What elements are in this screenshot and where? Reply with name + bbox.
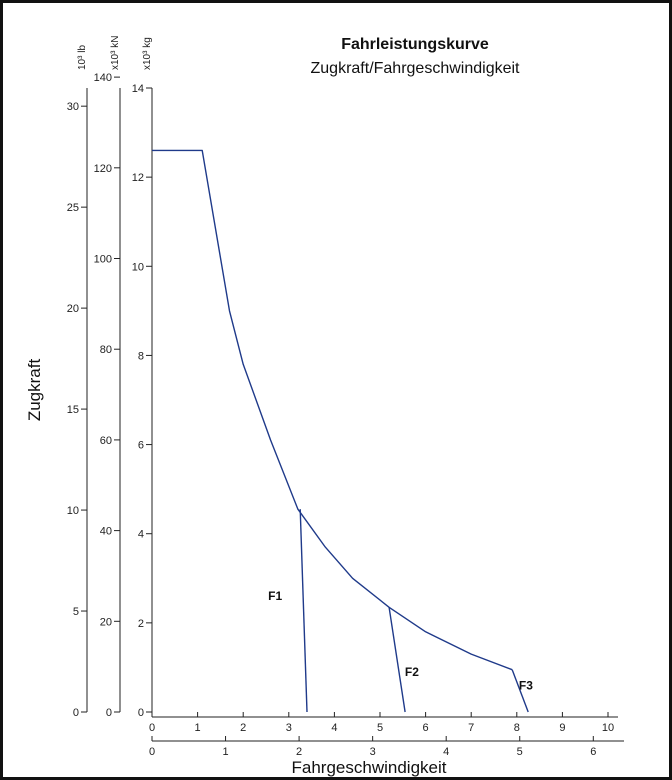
x-tick-label: 10 <box>602 722 614 734</box>
y-axis-unit-label: 10³ lb <box>77 45 88 70</box>
x-tick-label: 8 <box>514 722 520 734</box>
x-tick-label: 6 <box>590 746 596 758</box>
chart-subtitle: Zugkraft/Fahrgeschwindigkeit <box>311 60 521 77</box>
x-tick-label: 1 <box>222 746 228 758</box>
x-tick-label: 4 <box>331 722 337 734</box>
x-tick-label: 3 <box>286 722 292 734</box>
y-axis-unit-label: x10³ kg <box>142 37 153 70</box>
series-lines <box>152 149 529 713</box>
chart-title: Fahrleistungskurve <box>341 36 489 53</box>
y-tick-label: 5 <box>73 606 79 618</box>
x-tick-label: 0 <box>149 722 155 734</box>
y-tick-label: 4 <box>138 529 144 541</box>
series-line-f2 <box>388 607 406 713</box>
y-tick-label: 14 <box>132 83 144 95</box>
y-tick-label: 20 <box>100 616 112 628</box>
x-tick-label: 7 <box>468 722 474 734</box>
x-axis-title: Fahrgeschwindigkeit <box>292 758 447 777</box>
y-tick-label: 60 <box>100 435 112 447</box>
y-tick-label: 0 <box>106 707 112 719</box>
y-tick-label: 2 <box>138 618 144 630</box>
y-tick-label: 25 <box>67 202 79 214</box>
series-line-f3 <box>511 669 529 713</box>
x-tick-label: 5 <box>377 722 383 734</box>
y-tick-label: 40 <box>100 526 112 538</box>
y-tick-label: 80 <box>100 344 112 356</box>
x-tick-label: 4 <box>443 746 449 758</box>
y-tick-label: 10 <box>132 261 144 273</box>
series-label-f1: F1 <box>268 589 282 603</box>
x-axes: 0 1 2 3 4 5 6 7 8 9 100 1 2 3 4 5 6 <box>149 712 624 758</box>
y-tick-label: 100 <box>94 254 112 266</box>
main-traction-curve <box>152 149 513 671</box>
y-tick-label: 120 <box>94 163 112 175</box>
x-tick-label: 3 <box>370 746 376 758</box>
y-tick-label: 8 <box>138 350 144 362</box>
y-tick-label: 12 <box>132 172 144 184</box>
series-label-f2: F2 <box>405 665 419 679</box>
y-axis-unit-label: x10³ kN <box>110 36 121 70</box>
x-tick-label: 9 <box>559 722 565 734</box>
y-tick-label: 30 <box>67 101 79 113</box>
y-tick-label: 0 <box>73 707 79 719</box>
y-tick-label: 140 <box>94 72 112 84</box>
y-axis-title: Zugkraft <box>25 359 44 422</box>
series-labels: F1 F2 F3 <box>268 589 533 692</box>
x-tick-label: 2 <box>296 746 302 758</box>
series-label-f3: F3 <box>519 678 533 692</box>
y-tick-label: 20 <box>67 303 79 315</box>
x-tick-label: 5 <box>517 746 523 758</box>
x-tick-label: 0 <box>149 746 155 758</box>
y-tick-label: 15 <box>67 404 79 416</box>
series-line-f1 <box>299 509 308 713</box>
y-tick-label: 6 <box>138 440 144 452</box>
x-tick-label: 2 <box>240 722 246 734</box>
x-tick-label: 1 <box>195 722 201 734</box>
x-tick-label: 6 <box>423 722 429 734</box>
y-tick-label: 0 <box>138 707 144 719</box>
y-tick-label: 10 <box>67 505 79 517</box>
